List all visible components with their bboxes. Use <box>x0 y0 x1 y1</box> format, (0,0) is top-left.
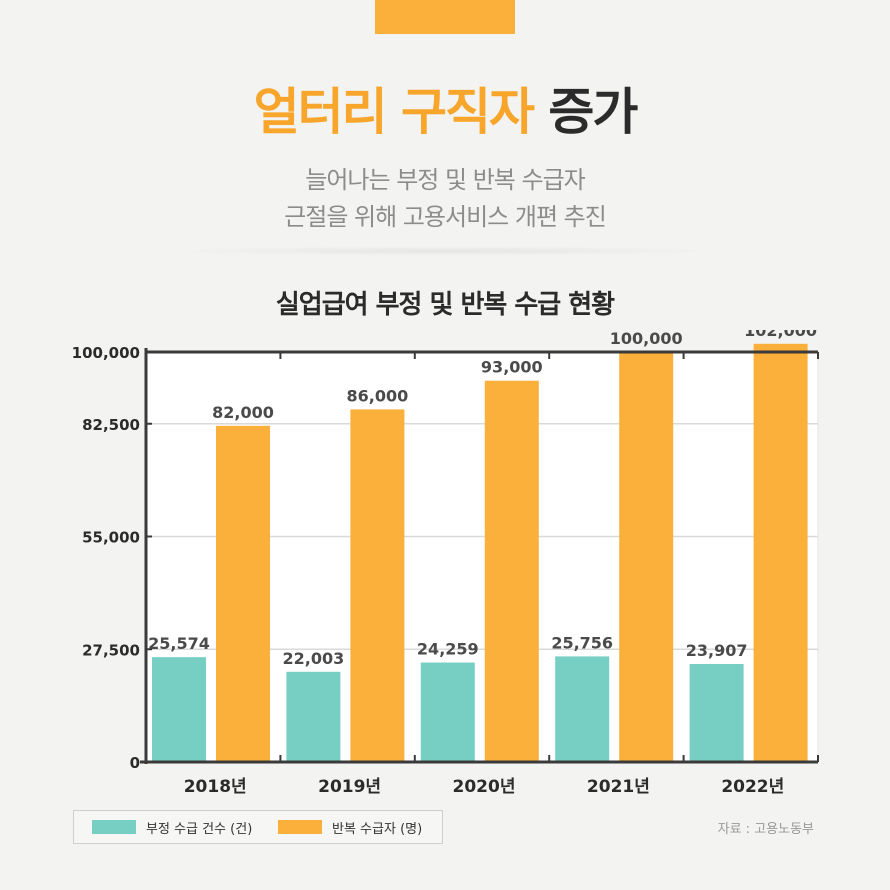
section-divider <box>160 246 730 256</box>
bar-fraud <box>555 656 610 762</box>
bar-repeat <box>619 352 674 762</box>
chart-title: 실업급여 부정 및 반복 수급 현황 <box>275 290 615 320</box>
x-tick-label: 2018년 <box>184 777 247 797</box>
bar-fraud <box>420 662 475 762</box>
data-label: 102,000 <box>744 330 817 340</box>
x-tick-label: 2019년 <box>318 777 381 797</box>
subtitle-line-1: 늘어나는 부정 및 반복 수급자 <box>305 166 585 194</box>
x-tick-label: 2022년 <box>721 777 784 797</box>
legend-label-repeat: 반복 수급자 (명) <box>332 821 423 837</box>
top-accent-tab <box>375 0 515 34</box>
legend-item-repeat: 반복 수급자 (명) <box>278 811 422 843</box>
y-tick-label: 0 <box>130 754 140 772</box>
bar-repeat <box>216 425 270 762</box>
data-label: 86,000 <box>347 386 409 405</box>
subtitle-line-2: 근절을 위해 고용서비스 개편 추진 <box>284 203 607 231</box>
data-label: 82,000 <box>212 403 274 422</box>
x-tick-label: 2020년 <box>453 777 516 797</box>
y-tick-label: 100,000 <box>72 344 140 362</box>
y-tick-label: 55,000 <box>82 529 140 547</box>
data-label: 22,003 <box>283 649 345 668</box>
legend-label-fraud: 부정 수급 건수 (건) <box>146 821 253 837</box>
y-tick-label: 27,500 <box>82 641 140 659</box>
data-label: 93,000 <box>481 358 543 377</box>
data-label: 24,259 <box>417 640 479 659</box>
data-label: 25,756 <box>551 633 613 652</box>
bar-repeat <box>753 343 808 762</box>
bar-chart: 0 27,500 55,000 82,500 100,000 25,574 82,000 20… <box>72 330 819 797</box>
bar-fraud <box>152 657 206 762</box>
legend-item-fraud: 부정 수급 건수 (건) <box>92 811 252 843</box>
bar-repeat <box>350 409 405 762</box>
data-label: 23,907 <box>686 641 748 660</box>
bar-fraud <box>286 671 341 762</box>
headline-rest: 증가 <box>548 83 638 141</box>
data-label: 100,000 <box>610 330 683 348</box>
source-note: 자료 : 고용노동부 <box>717 822 814 837</box>
bar-fraud <box>689 663 744 762</box>
legend: 부정 수급 건수 (건) 반복 수급자 (명) <box>73 810 443 844</box>
headline-highlight: 얼터리 구직자 <box>253 83 535 141</box>
legend-swatch-orange <box>278 820 322 834</box>
y-tick-label: 82,500 <box>82 416 140 434</box>
x-tick-label: 2021년 <box>587 777 650 797</box>
headline: 얼터리 구직자 증가 <box>0 72 890 144</box>
bar-repeat <box>484 380 539 762</box>
legend-swatch-teal <box>92 820 136 834</box>
data-label: 25,574 <box>148 634 210 653</box>
